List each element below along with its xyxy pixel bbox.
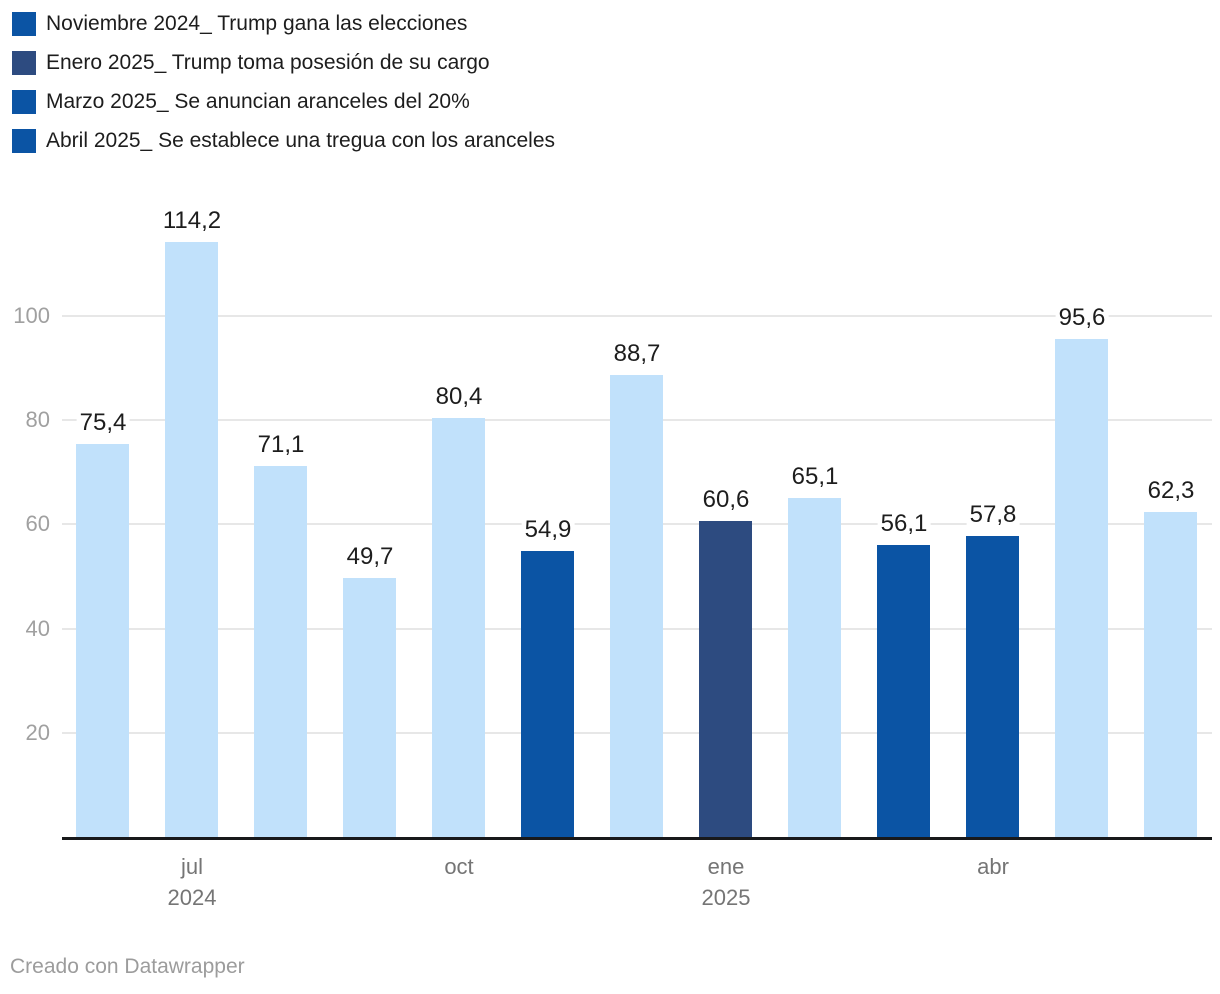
x-tick-label: oct [444,851,473,882]
bar-value-label: 60,6 [699,485,753,515]
bar[interactable] [432,418,485,837]
bar[interactable] [1055,339,1108,837]
bar-value-label: 71,1 [254,430,308,460]
x-tick-line: oct [444,854,474,879]
bar[interactable] [610,375,663,837]
bar[interactable] [165,242,218,837]
bar[interactable] [343,578,396,837]
bar-value-label: 75,4 [76,408,130,438]
bar-value-label: 80,4 [432,382,486,412]
x-tick-label: jul 2024 [168,851,217,913]
legend-label: Enero 2025_ Trump toma posesión de su ca… [46,51,490,74]
legend-item: Marzo 2025_ Se anuncian aranceles del 20… [12,90,555,114]
gridline [62,315,1212,317]
y-tick-label: 40 [25,616,50,641]
legend-swatch-icon [12,51,36,75]
bar[interactable] [254,466,307,837]
bar[interactable] [76,444,129,837]
bar[interactable] [877,545,930,837]
bar-value-label: 57,8 [966,500,1020,530]
x-tick-line: 2025 [701,885,751,910]
legend-label: Abril 2025_ Se establece una tregua con … [46,129,556,152]
bar[interactable] [788,498,841,837]
legend: Noviembre 2024_ Trump gana las eleccione… [12,12,555,153]
bar-value-label: 54,9 [521,515,575,545]
bar-value-label: 95,6 [1055,303,1109,333]
x-axis-line [62,837,1212,840]
x-tick-line: ene [707,854,745,879]
legend-item: Noviembre 2024_ Trump gana las eleccione… [12,12,555,36]
x-tick-label: abr [977,851,1009,882]
bar-value-label: 56,1 [877,509,931,539]
bar-value-label: 114,2 [159,206,225,236]
y-tick-label: 80 [25,407,50,432]
y-tick-label: 20 [25,720,50,745]
bar[interactable] [699,521,752,837]
legend-swatch-icon [12,129,36,153]
legend-swatch-icon [12,90,36,114]
bar[interactable] [521,551,574,837]
legend-item: Abril 2025_ Se establece una tregua con … [12,129,555,153]
attribution-link[interactable]: Creado con Datawrapper [10,955,245,978]
x-tick-line: abr [977,854,1009,879]
x-tick-line: 2024 [167,885,217,910]
legend-swatch-icon [12,12,36,36]
bar-value-label: 88,7 [610,339,664,369]
x-tick-label: ene 2025 [702,851,751,913]
bar[interactable] [1144,512,1197,837]
x-tick-line: jul [180,854,204,879]
y-tick-label: 100 [13,303,50,328]
bar-value-label: 49,7 [343,542,397,572]
bar-value-label: 62,3 [1144,476,1198,506]
bar[interactable] [966,536,1019,837]
legend-label: Noviembre 2024_ Trump gana las eleccione… [46,12,468,35]
legend-item: Enero 2025_ Trump toma posesión de su ca… [12,51,555,75]
bar-value-label: 65,1 [788,462,842,492]
y-tick-label: 60 [25,511,50,536]
legend-label: Marzo 2025_ Se anuncian aranceles del 20… [46,90,470,113]
